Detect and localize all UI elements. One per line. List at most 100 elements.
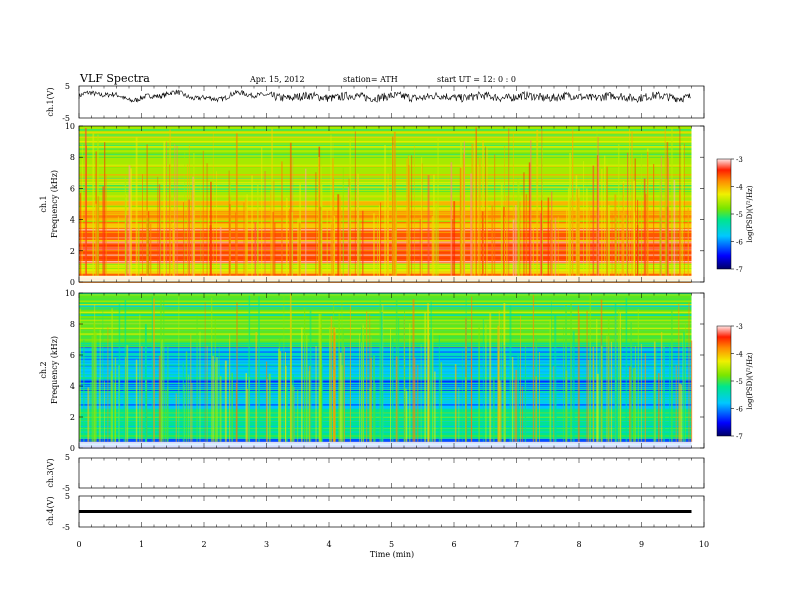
time-tick-label: 3 [264, 540, 269, 549]
spectrogram-sferic [337, 194, 340, 276]
spectrogram-sferic [229, 204, 231, 276]
figure-title: VLF Spectra [79, 72, 150, 85]
spectrogram-streak [79, 309, 692, 312]
spectrogram-sferic [126, 345, 129, 442]
spectrogram-sferic [653, 164, 655, 276]
spectrogram-sferic [219, 376, 222, 442]
spectrogram-sferic [178, 296, 180, 442]
spectrogram-sferic [434, 371, 436, 442]
spectrogram-sferic [514, 205, 517, 276]
spectrogram-streak [79, 374, 692, 376]
spectrogram-sferic [224, 360, 227, 442]
spectrogram-sferic [102, 186, 105, 276]
spectrogram-sferic [369, 388, 371, 442]
time-tick-label: 2 [201, 540, 206, 549]
spectrogram-sferic [610, 341, 613, 442]
spectrogram-sferic [147, 217, 149, 276]
ch1-spec-ylabel-channel: ch.1 [39, 195, 48, 212]
spectrogram-sferic [128, 165, 131, 276]
spectrogram-streak [79, 351, 692, 353]
spectrogram-sferic [369, 314, 371, 442]
spectrogram-sferic [514, 379, 516, 442]
spectrogram-sferic [463, 141, 465, 276]
freq-tick-label: 0 [70, 278, 75, 287]
spectrogram-sferic [270, 189, 272, 276]
spectrogram-streak [79, 361, 692, 363]
spectrogram-sferic [588, 206, 591, 276]
spectrogram-streak [79, 339, 692, 340]
spectrogram-sferic [478, 157, 481, 276]
spectrogram-sferic [256, 184, 259, 276]
spectrogram-sferic [362, 210, 364, 276]
spectrogram-sferic [183, 384, 185, 442]
spectrogram-sferic [589, 295, 591, 442]
spectrogram-sferic [235, 133, 238, 276]
freq-tick-label: 10 [65, 122, 75, 131]
spectrogram-streak [79, 391, 692, 393]
spectrogram-sferic [166, 141, 167, 276]
spectrogram-sferic [258, 296, 260, 442]
spectrogram-sferic [297, 390, 299, 442]
ch1-ylabel: ch.1(V) [46, 87, 55, 116]
spectrogram-sferic [431, 216, 434, 276]
ch2-colorbar: -3 -4 -5 -6 -7 log(PSD)(V²/Hz) [716, 323, 754, 441]
spectrogram-sferic [500, 318, 502, 442]
ch4-ylabel: ch.4(V) [46, 496, 55, 525]
spectrogram-sferic [118, 304, 121, 442]
spectrogram-streak [79, 408, 692, 410]
spectrogram-sferic [150, 223, 152, 276]
spectrogram-sferic [332, 143, 334, 276]
spectrogram-streak [79, 423, 692, 425]
spectrogram-streak [79, 310, 692, 312]
spectrogram-streak [79, 435, 692, 437]
spectrogram-sferic [521, 195, 523, 276]
spectrogram-sferic [644, 353, 646, 442]
spectrogram-sferic [380, 202, 382, 276]
spectrogram-sferic [450, 162, 453, 276]
spectrogram-sferic [229, 333, 231, 442]
spectrogram-sferic [206, 371, 208, 442]
spectrogram-sferic [414, 145, 415, 276]
spectrogram-streak [79, 380, 692, 382]
spectrogram-sferic [405, 388, 407, 442]
header-date: Apr. 15, 2012 [249, 75, 305, 84]
spectrogram-sferic [354, 131, 356, 276]
spectrogram-sferic [432, 327, 434, 442]
spectrogram-sferic [158, 184, 161, 276]
spectrogram-sferic [515, 369, 518, 442]
spectrogram-sferic [601, 334, 603, 442]
spectrogram-sferic [504, 354, 506, 442]
freq-tick-label: 8 [70, 320, 75, 329]
spectrogram-sferic [266, 379, 268, 442]
spectrogram-streak [79, 415, 692, 418]
spectrogram-sferic [683, 332, 685, 442]
spectrogram-sferic [395, 197, 397, 276]
spectrogram-sferic [660, 332, 663, 442]
spectrogram-sferic [539, 213, 542, 276]
spectrogram-sferic [359, 334, 360, 442]
spectrogram-streak [79, 397, 692, 398]
spectrogram-sferic [379, 296, 381, 442]
spectrogram-sferic [395, 211, 397, 276]
header-station: station= ATH [343, 75, 398, 84]
spectrogram-sferic [265, 361, 268, 442]
spectrogram-sferic [475, 127, 477, 276]
spectrogram-sferic [285, 197, 288, 276]
spectrogram-sferic [105, 174, 107, 276]
spectrogram-sferic [245, 373, 247, 442]
spectrogram-sferic [611, 212, 613, 276]
spectrogram-sferic [380, 312, 383, 442]
spectrogram-sferic [236, 302, 238, 442]
spectrogram-sferic [452, 219, 454, 276]
spectrogram-sferic [512, 133, 514, 276]
spectrogram-sferic [520, 315, 521, 442]
spectrogram-sferic [79, 192, 82, 276]
spectrogram-sferic [606, 166, 608, 276]
spectrogram-sferic [592, 165, 595, 276]
spectrogram-sferic [411, 155, 413, 276]
spectrogram-sferic [433, 174, 435, 276]
spectrogram-sferic [539, 352, 540, 442]
spectrogram-sferic [641, 154, 643, 276]
spectrogram-sferic [427, 303, 429, 442]
spectrogram-sferic [272, 212, 274, 276]
